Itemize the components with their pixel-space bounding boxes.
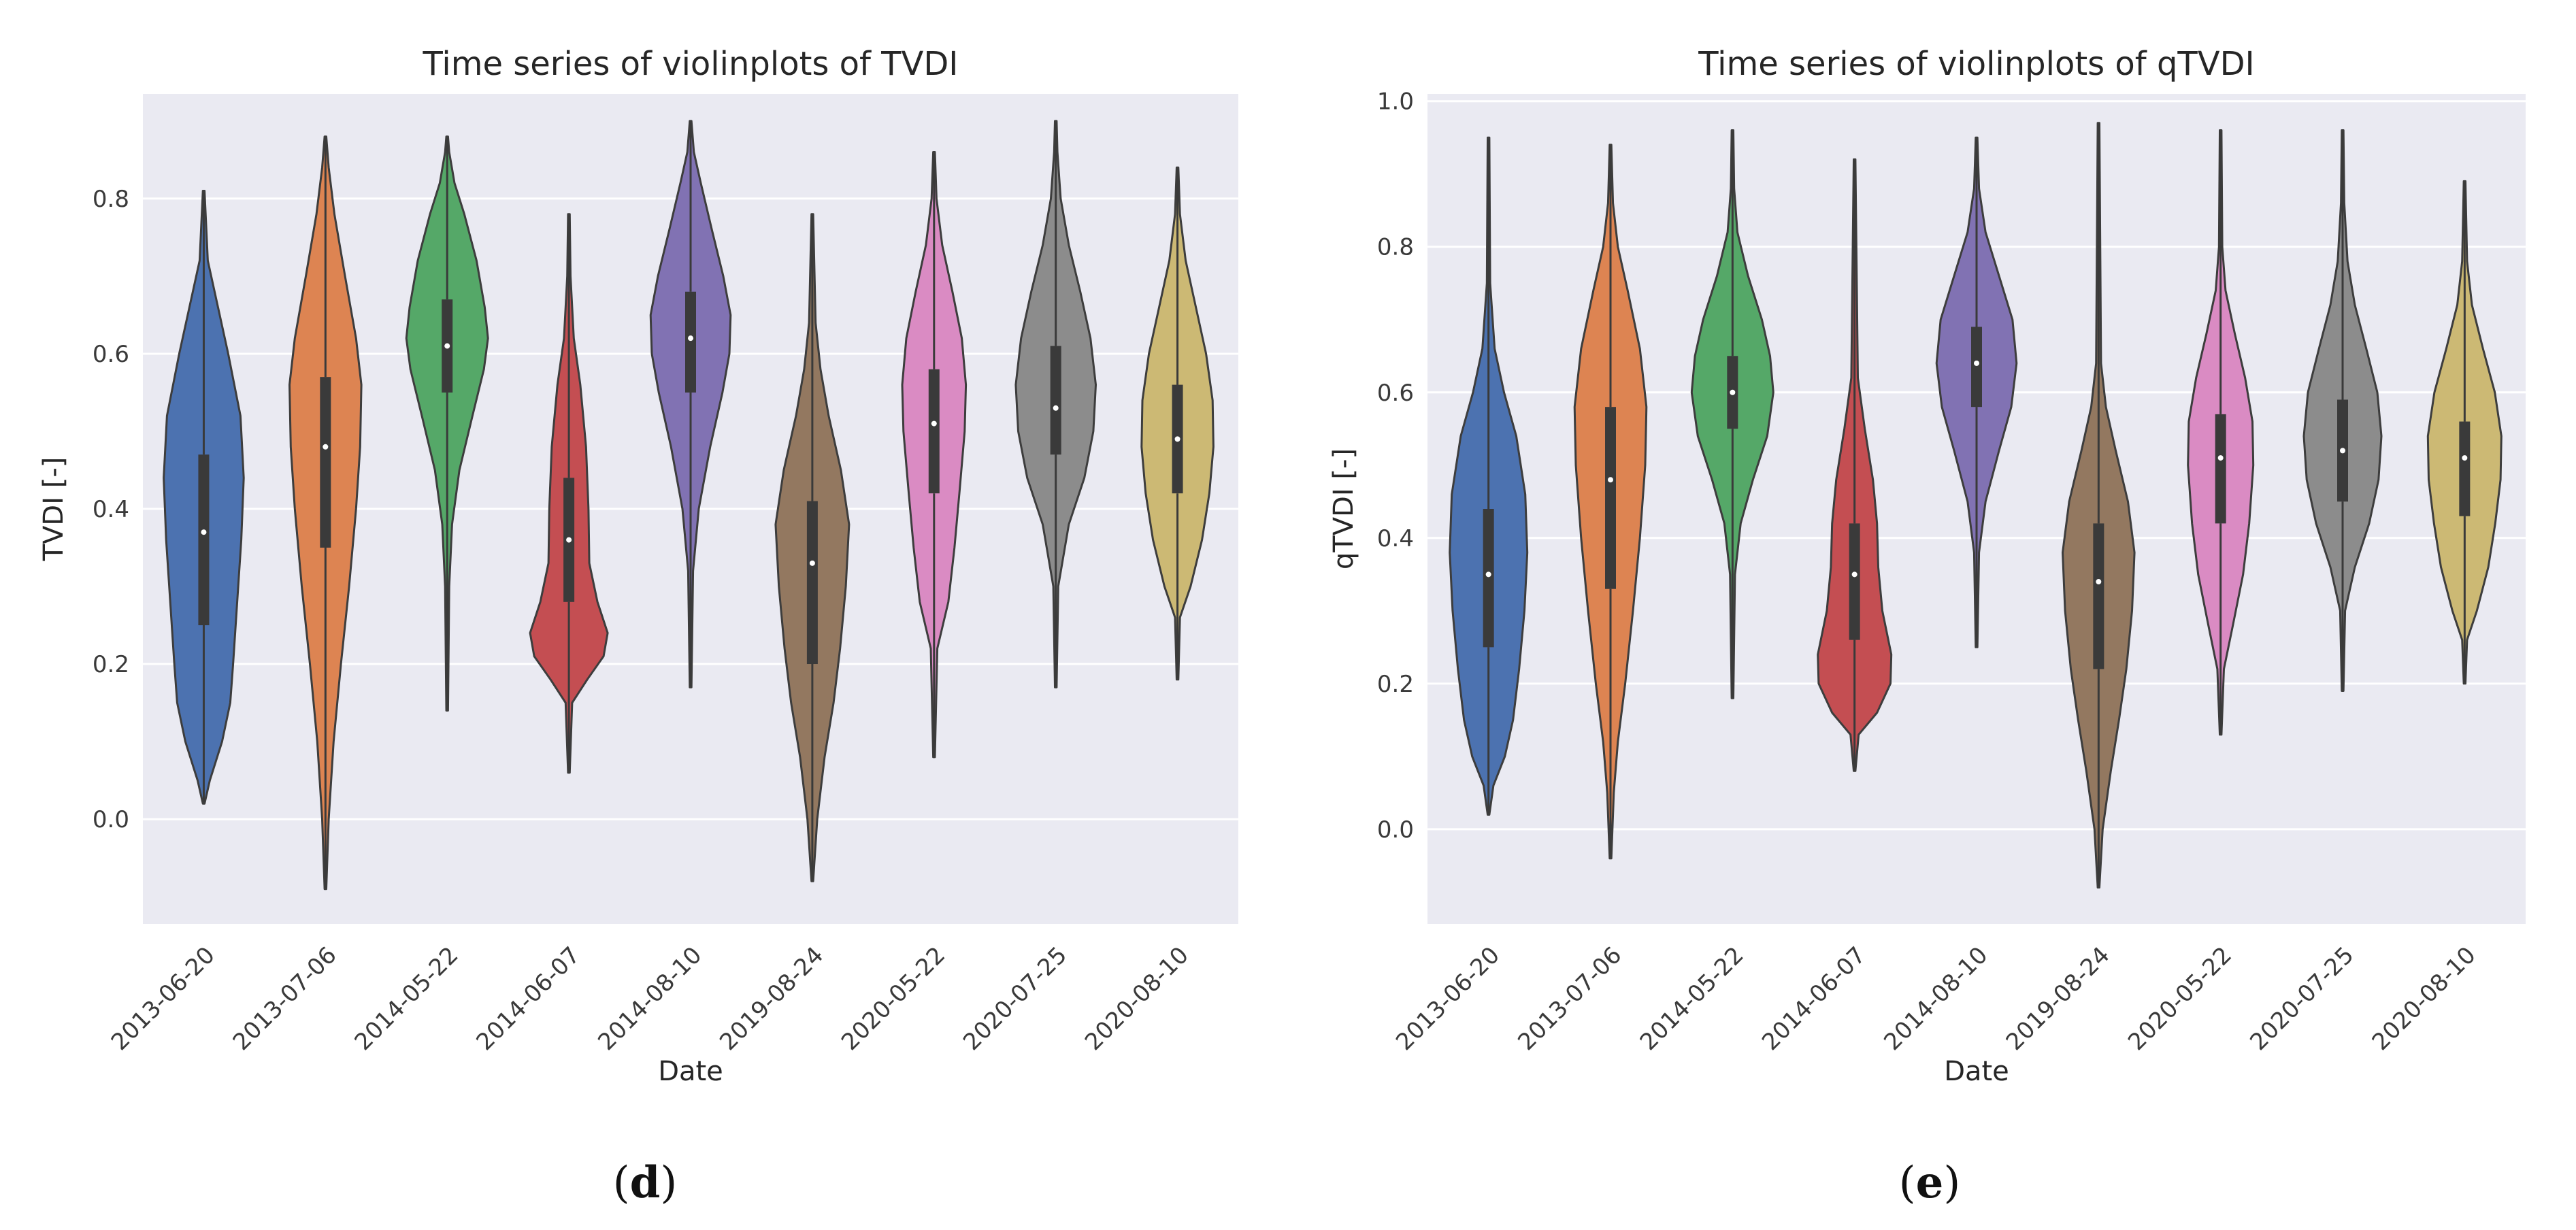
panel-letter: d [630, 1157, 661, 1208]
violin-iqr-box [1050, 346, 1061, 455]
violin-2014-08-10 [1935, 136, 2018, 648]
x-tick-label: 2019-08-24 [714, 942, 829, 1056]
violin-2013-07-06 [288, 135, 363, 891]
violin-iqr-box [198, 454, 210, 626]
violin-median-point [2217, 455, 2224, 461]
violin-median-point [1174, 436, 1180, 442]
violin-iqr-box [1971, 327, 1982, 408]
violin-iqr-box [1605, 407, 1616, 589]
violin-2014-08-10 [649, 120, 732, 688]
x-tick-label: 2013-07-06 [1513, 942, 1627, 1056]
x-tick-label: 2020-07-25 [958, 942, 1072, 1056]
panel-label: (e) [1899, 1157, 1961, 1208]
y-tick-label: 0.6 [1377, 380, 1414, 407]
violin-iqr-box [685, 291, 696, 393]
x-tick-label: 2013-06-20 [1391, 942, 1505, 1056]
x-tick-label: 2014-05-22 [1635, 942, 1749, 1056]
violin-iqr-box [1483, 509, 1494, 648]
violin-2014-05-22 [405, 135, 489, 712]
y-tick-label: 0.2 [93, 651, 129, 678]
y-tick-label: 1.0 [1377, 88, 1414, 116]
x-tick-label: 2014-08-10 [1879, 942, 1993, 1056]
violin-median-point [566, 537, 572, 543]
y-tick-label: 0.4 [1377, 525, 1414, 552]
violin-median-point [1730, 389, 1736, 395]
violin-median-point [688, 335, 693, 342]
x-tick-label: 2013-07-06 [228, 942, 342, 1056]
violin-iqr-box [2459, 421, 2471, 516]
x-tick-label: 2019-08-24 [2001, 942, 2115, 1056]
x-tick-label: 2014-05-22 [350, 942, 464, 1056]
violin-median-point [1608, 477, 1613, 483]
y-tick-label: 0.6 [93, 341, 129, 368]
violin-2020-08-10 [2426, 180, 2503, 685]
violin-iqr-box [320, 377, 331, 548]
violin-2013-06-20 [1449, 136, 1529, 816]
x-tick-label: 2020-07-25 [2245, 942, 2359, 1056]
violin-median-point [444, 343, 450, 349]
panel-letter: e [1916, 1157, 1944, 1208]
x-tick-label: 2014-06-07 [471, 942, 585, 1056]
violin-median-point [931, 420, 937, 427]
violin-median-point [1485, 571, 1491, 578]
violin-iqr-box [1849, 523, 1860, 640]
violin-iqr-box [928, 369, 940, 494]
violin-2014-06-07 [1817, 158, 1893, 772]
violin-median-point [323, 444, 329, 450]
chart-title: Time series of violinplots of qTVDI [1698, 45, 2254, 83]
chart-title: Time series of violinplots of TVDI [423, 45, 959, 83]
violin-2014-05-22 [1690, 129, 1774, 699]
x-tick-label: 2020-05-22 [2123, 942, 2237, 1056]
violin-iqr-box [2215, 414, 2226, 524]
x-tick-label: 2020-08-10 [2367, 942, 2481, 1056]
x-axis-label: Date [1944, 1056, 2009, 1087]
violin-2014-06-07 [529, 213, 609, 774]
violin-median-point [2340, 448, 2345, 454]
x-tick-label: 2020-08-10 [1080, 942, 1194, 1056]
y-tick-label: 0.0 [1377, 816, 1414, 844]
x-axis-label: Date [658, 1056, 723, 1087]
violin-2019-08-24 [774, 213, 851, 882]
violin-iqr-box [806, 501, 818, 665]
violin-2020-07-25 [2302, 129, 2383, 692]
y-tick-label: 0.2 [1377, 671, 1414, 698]
x-tick-label: 2020-05-22 [836, 942, 951, 1056]
y-tick-label: 0.8 [93, 186, 129, 213]
violin-2020-08-10 [1140, 166, 1215, 681]
violin-median-point [201, 529, 207, 535]
panel-label: (d) [613, 1157, 678, 1208]
y-axis-label: qTVDI [-] [1328, 448, 1359, 569]
violin-median-point [809, 560, 815, 566]
violin-median-point [1974, 360, 1979, 366]
violin-median-point [1053, 405, 1059, 411]
x-tick-label: 2013-06-20 [106, 942, 220, 1056]
violin-2019-08-24 [2062, 122, 2136, 888]
x-tick-label: 2014-08-10 [593, 942, 707, 1056]
violin-2020-07-25 [1014, 120, 1097, 688]
y-tick-label: 0.4 [93, 496, 129, 523]
violin-2013-06-20 [163, 190, 245, 805]
violin-2020-05-22 [2187, 129, 2255, 736]
violin-2013-07-06 [1573, 144, 1648, 860]
violin-median-point [1851, 571, 1857, 578]
violin-median-point [2096, 579, 2102, 585]
x-tick-label: 2014-06-07 [1757, 942, 1871, 1056]
violin-2020-05-22 [901, 151, 968, 759]
y-tick-label: 0.0 [93, 806, 129, 833]
y-tick-label: 0.8 [1377, 234, 1414, 261]
y-axis-label: TVDI [-] [38, 457, 69, 562]
violin-iqr-box [2093, 523, 2104, 669]
violin-median-point [2462, 455, 2468, 461]
